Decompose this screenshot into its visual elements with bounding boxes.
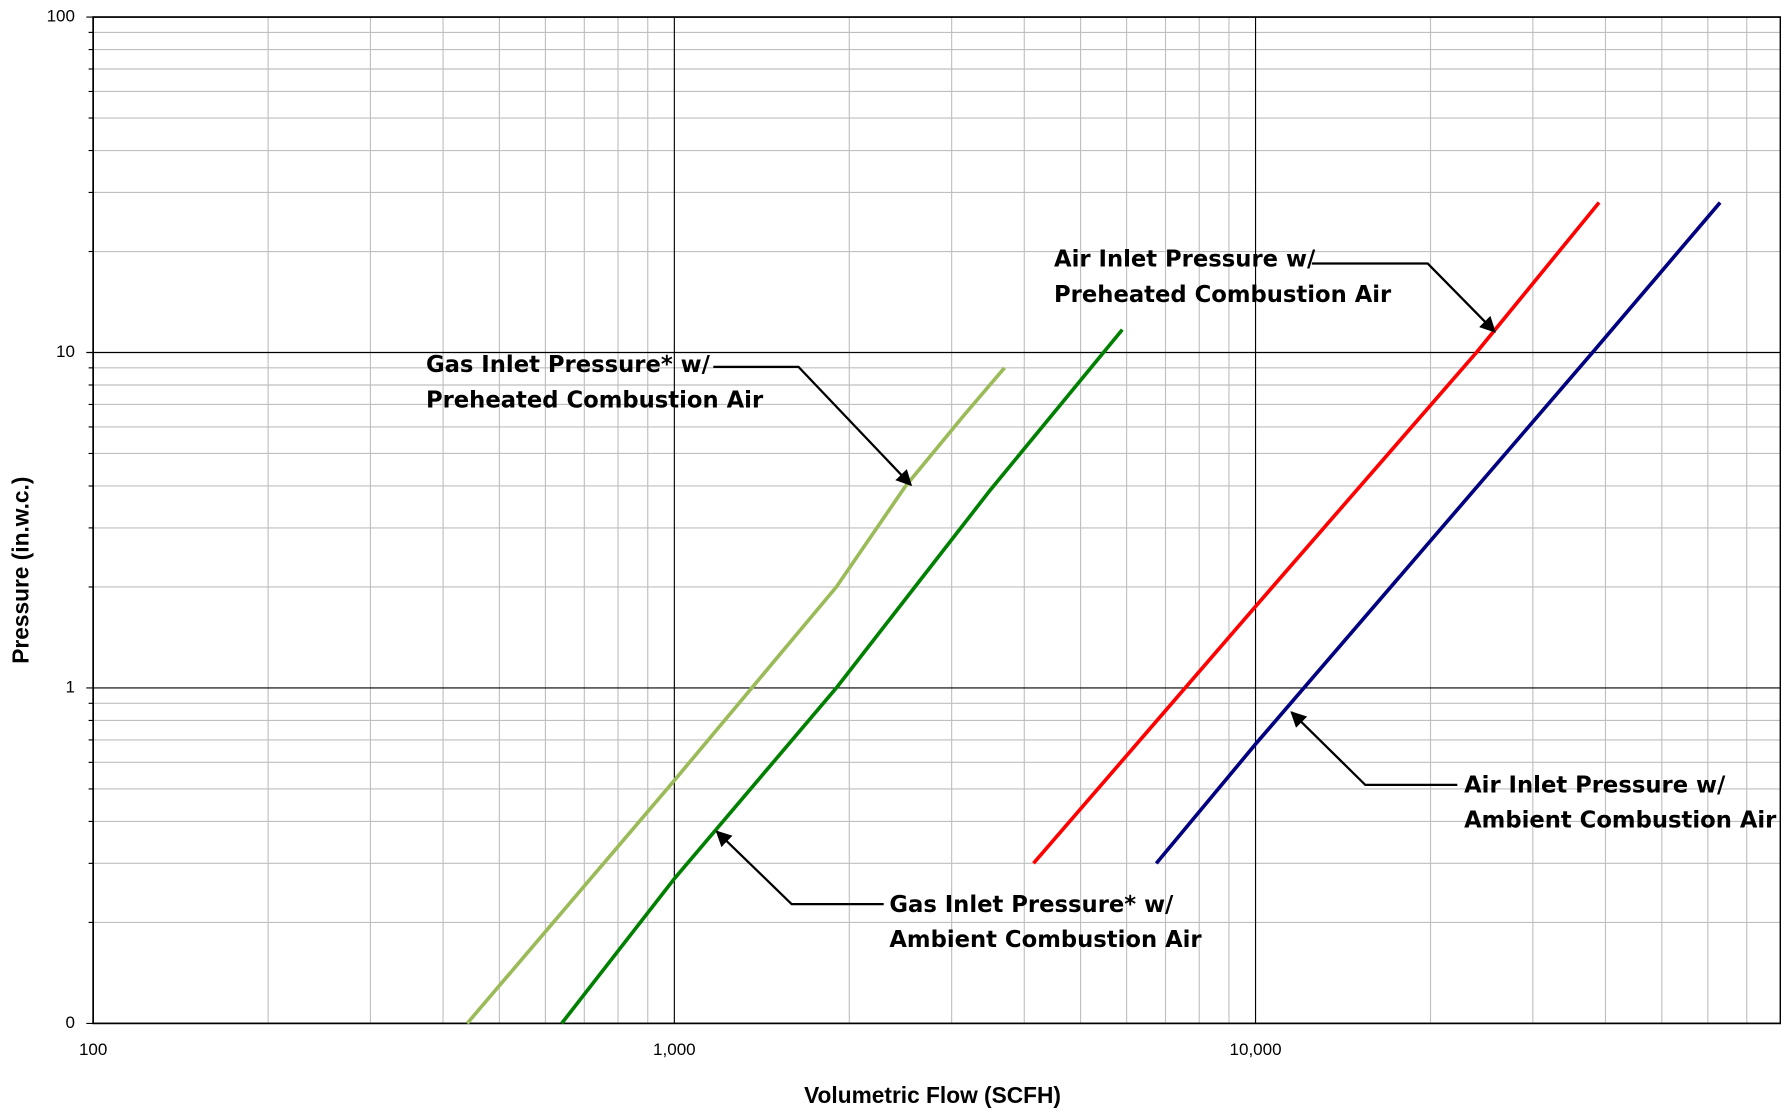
annotation-text: Air Inlet Pressure w/ — [1464, 773, 1726, 799]
annotation-text: Ambient Combustion Air — [889, 927, 1202, 953]
x-tick-label: 100 — [79, 1040, 107, 1059]
y-tick-label: 1 — [65, 677, 74, 696]
annotation-arrow — [715, 830, 884, 906]
x-tick-label: 1,000 — [653, 1040, 696, 1059]
series-line — [1154, 201, 1722, 865]
y-tick-label: 100 — [47, 7, 75, 26]
annotation-text: Ambient Combustion Air — [1464, 808, 1777, 834]
y-tick-label: 10 — [56, 342, 75, 361]
y-tick-label: 0 — [65, 1013, 74, 1032]
plot-border — [92, 16, 1781, 1025]
annotation-text: Gas Inlet Pressure* w/ — [426, 352, 711, 378]
annotation-text: Air Inlet Pressure w/ — [1054, 247, 1316, 273]
annotation-text: Preheated Combustion Air — [1054, 282, 1392, 308]
annotation-text: Gas Inlet Pressure* w/ — [889, 892, 1174, 918]
annotation-text: Preheated Combustion Air — [426, 387, 764, 413]
series-line — [1032, 201, 1601, 865]
series-line — [560, 328, 1124, 1025]
y-axis-title: Pressure (in.w.c.) — [8, 477, 34, 664]
series-line — [465, 366, 1006, 1025]
annotation-arrow — [713, 365, 913, 487]
annotation-arrow — [1290, 711, 1458, 787]
x-tick-label: 10,000 — [1230, 1040, 1282, 1059]
x-axis-title: Volumetric Flow (SCFH) — [804, 1082, 1061, 1108]
annotation-arrow — [1311, 262, 1496, 333]
